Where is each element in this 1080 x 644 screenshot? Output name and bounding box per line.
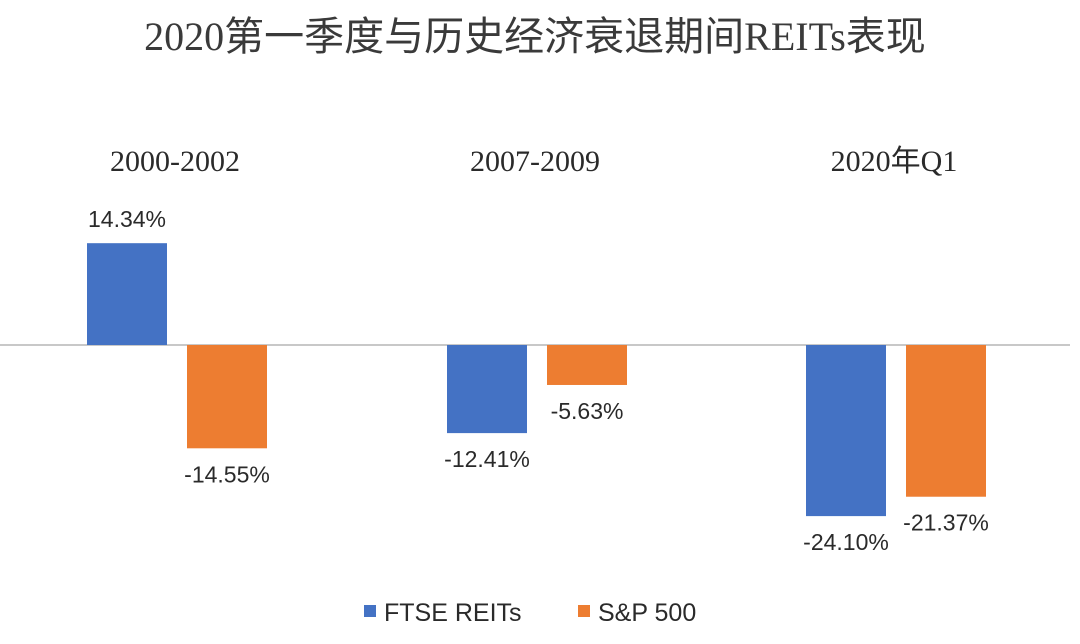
- data-labels-layer: 14.34% -12.41% -24.10% -14.55% -5.63% -21.37%: [88, 206, 989, 555]
- bar-ftse-reits-1: [447, 345, 527, 434]
- data-label-ftse-reits-2: -24.10%: [803, 529, 889, 555]
- bar-ftse-reits-2: [806, 345, 886, 517]
- legend-swatch-sp500: [578, 605, 590, 617]
- legend-item-sp500: S&P 500: [578, 599, 696, 627]
- chart-title: 2020第一季度与历史经济衰退期间REITs表现: [144, 14, 926, 59]
- legend-swatch-ftse-reits: [364, 605, 376, 617]
- data-label-s-p-500-0: -14.55%: [184, 461, 270, 487]
- category-labels: 2000-2002 2007-2009 2020年Q1: [110, 145, 957, 178]
- category-label-2007-2009: 2007-2009: [470, 145, 600, 178]
- category-label-2020-q1: 2020年Q1: [831, 145, 958, 178]
- bar-s-p-500-0: [187, 345, 267, 449]
- data-label-ftse-reits-0: 14.34%: [88, 206, 166, 232]
- data-label-ftse-reits-1: -12.41%: [444, 446, 530, 472]
- data-label-s-p-500-1: -5.63%: [551, 398, 624, 424]
- data-label-s-p-500-2: -21.37%: [903, 510, 989, 536]
- legend-label-sp500: S&P 500: [598, 599, 696, 627]
- legend: FTSE REITs S&P 500: [364, 599, 696, 627]
- legend-label-ftse-reits: FTSE REITs: [384, 599, 522, 627]
- bar-ftse-reits-0: [87, 243, 167, 345]
- bar-s-p-500-2: [906, 345, 986, 497]
- category-label-2000-2002: 2000-2002: [110, 145, 240, 178]
- legend-item-ftse-reits: FTSE REITs: [364, 599, 522, 627]
- bar-s-p-500-1: [547, 345, 627, 385]
- bars-layer: [87, 243, 986, 517]
